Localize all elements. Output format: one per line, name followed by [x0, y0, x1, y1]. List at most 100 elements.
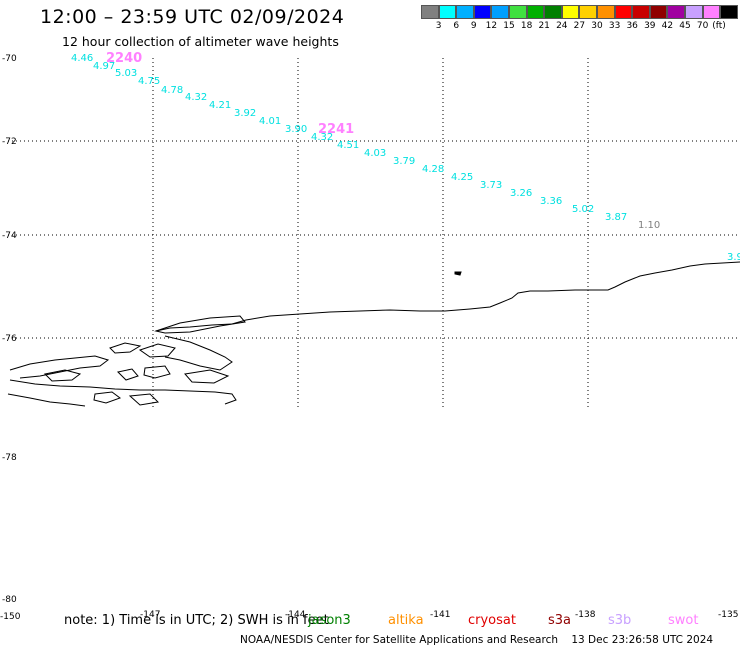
legend-color-box [508, 5, 527, 19]
wave-height: 3.36 [540, 196, 562, 207]
pass-label: 2240 [106, 51, 142, 66]
wave-height: 4.97 [93, 61, 115, 72]
legend-color-box [632, 5, 650, 19]
wave-height: 4.51 [337, 140, 359, 151]
graticule [8, 58, 740, 408]
wave-height: 4.03 [364, 148, 386, 159]
lat-label: -70 [2, 54, 17, 64]
legend-color-box [614, 5, 633, 19]
lat-label: -78 [2, 453, 17, 463]
wave-height: 5.02 [572, 204, 594, 215]
coastline [7, 261, 740, 407]
lon-label: -138 [575, 610, 596, 620]
wave-height: 4.21 [209, 100, 231, 111]
legend-color-box [702, 5, 721, 19]
wave-height: 4.32 [185, 92, 207, 103]
wave-height: 4.75 [138, 76, 160, 87]
legend-label: 9 [470, 21, 477, 31]
legend-label: 15 [503, 21, 515, 31]
legend-label: 6 [453, 21, 460, 31]
wave-height: 3.79 [393, 156, 415, 167]
legend-color-box [684, 5, 703, 19]
legend-label: 12 [485, 21, 498, 31]
coast-segment [9, 379, 237, 405]
color-legend: 3 6 9 12 15 18 21 24 27 30 33 36 39 42 4… [421, 5, 738, 33]
mission-altika: altika [388, 613, 424, 628]
mission-cryosat: cryosat [468, 613, 516, 628]
lat-label: -74 [2, 231, 17, 241]
legend-label: 39 [644, 21, 656, 31]
coast-segment [9, 355, 110, 379]
wave-height: 4.78 [161, 85, 183, 96]
island [116, 368, 139, 381]
islet [454, 271, 462, 276]
lon-label: -150 [0, 612, 21, 622]
mission-swot: swot [668, 613, 699, 628]
coast-segment [7, 393, 86, 407]
wave-height: 3.92 [234, 108, 256, 119]
legend-color-box [456, 5, 474, 19]
legend-labels: 3 6 9 12 15 18 21 24 27 30 33 36 39 42 4… [421, 21, 738, 33]
island [109, 342, 142, 354]
wave-height: 3.9 [727, 252, 740, 263]
footer-credit: NOAA/NESDIS Center for Satellite Applica… [240, 634, 714, 646]
wave-height: 4.25 [451, 172, 473, 183]
legend-label: 18 [520, 21, 533, 31]
lon-label: -144 [285, 610, 306, 620]
lat-label: -80 [2, 595, 17, 605]
legend-color-box [526, 5, 545, 19]
legend-color-box [596, 5, 615, 19]
legend-label: 3 [435, 21, 442, 31]
lon-label: -141 [430, 610, 450, 620]
legend-color-box [649, 5, 668, 19]
wave-height: 3.87 [605, 212, 627, 223]
wave-height: 1.10 [638, 220, 660, 231]
legend-color-box [720, 5, 738, 19]
island [43, 369, 82, 382]
wave-height: 3.90 [285, 124, 307, 135]
ice-shelf-edge [154, 315, 246, 334]
mission-s3b: s3b [608, 613, 632, 628]
page-subtitle: 12 hour collection of altimeter wave hei… [62, 34, 339, 49]
lon-label: -135 [718, 610, 738, 620]
page-title: 12:00 – 23:59 UTC 02/09/2024 [40, 6, 345, 28]
lon-label: -147 [140, 610, 160, 620]
legend-label: 42 [661, 21, 674, 31]
legend-label: 21 [538, 21, 550, 31]
wave-height: 4.32 [311, 132, 333, 143]
mission-jason3: jason3 [308, 613, 351, 628]
legend-color-box [473, 5, 492, 19]
pass-label: 2241 [318, 122, 354, 137]
legend-color-box [491, 5, 509, 19]
wave-height: 5.03 [115, 68, 137, 79]
legend-label: 36 [626, 21, 638, 31]
legend-color-box [544, 5, 562, 19]
legend-color-box [421, 5, 439, 19]
lat-label: -76 [2, 334, 17, 344]
legend-unit: (ft) [712, 21, 726, 31]
lat-label: -72 [2, 137, 17, 147]
legend-label: 45 [679, 21, 691, 31]
wave-height: 3.73 [480, 180, 502, 191]
legend-label: 70 [696, 21, 709, 31]
note-text: note: 1) Time is in UTC; 2) SWH is in fe… [64, 613, 329, 628]
wave-height: 4.28 [422, 164, 444, 175]
island [128, 393, 160, 406]
legend-label: 33 [608, 21, 621, 31]
island [138, 343, 176, 358]
mission-s3a: s3a [548, 613, 572, 628]
legend-color-box [438, 5, 457, 19]
legend-color-box [667, 5, 685, 19]
legend-color-boxes [421, 5, 738, 19]
legend-color-box [579, 5, 597, 19]
legend-color-box [561, 5, 580, 19]
legend-label: 24 [556, 21, 568, 31]
legend-label: 27 [573, 21, 586, 31]
coast-segment [164, 335, 233, 371]
island [143, 365, 171, 379]
island [93, 391, 122, 404]
wave-height: 4.01 [259, 116, 281, 127]
island [184, 369, 230, 384]
wave-height: 4.46 [71, 53, 93, 64]
